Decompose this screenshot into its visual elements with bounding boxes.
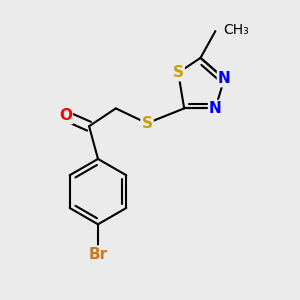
Text: S: S <box>142 116 152 131</box>
Text: S: S <box>173 65 184 80</box>
Text: O: O <box>59 108 72 123</box>
Text: Br: Br <box>88 247 107 262</box>
Text: N: N <box>218 71 231 86</box>
Text: N: N <box>209 101 222 116</box>
Text: CH₃: CH₃ <box>223 22 249 37</box>
